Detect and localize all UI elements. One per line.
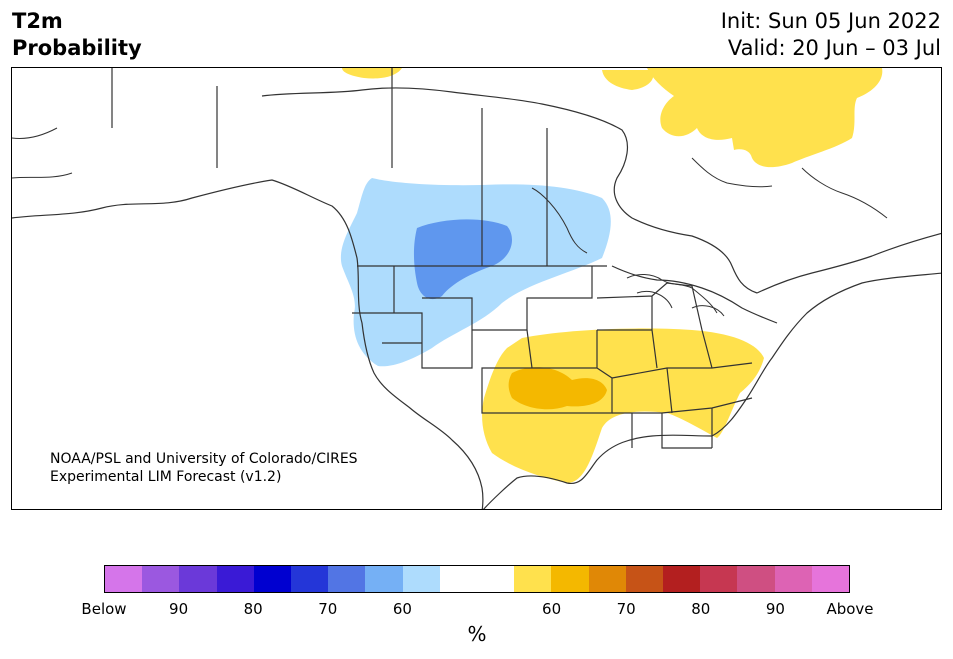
title-quantity: Probability bbox=[12, 36, 142, 60]
colorbar-segment bbox=[588, 566, 626, 592]
colorbar-segment bbox=[291, 566, 329, 592]
colorbar-segment bbox=[514, 566, 552, 592]
colorbar-tick-label: 60 bbox=[392, 600, 412, 618]
credit-text: NOAA/PSL and University of Colorado/CIRE… bbox=[50, 450, 358, 486]
colorbar-tick-label: 90 bbox=[169, 600, 189, 618]
colorbar-segment bbox=[253, 566, 292, 592]
colorbar-segment bbox=[811, 566, 850, 592]
colorbar-unit: % bbox=[467, 622, 487, 646]
credit-line-1: NOAA/PSL and University of Colorado/CIRE… bbox=[50, 451, 358, 467]
colorbar-segment bbox=[774, 566, 812, 592]
above-normal-60-region bbox=[482, 328, 764, 483]
valid-period: Valid: 20 Jun – 03 Jul bbox=[727, 36, 941, 60]
colorbar-segment bbox=[179, 566, 217, 592]
colorbar-tick-label: 70 bbox=[616, 600, 636, 618]
credit-line-2: Experimental LIM Forecast (v1.2) bbox=[50, 469, 282, 485]
colorbar-tick-label: 90 bbox=[765, 600, 785, 618]
boundary-lines bbox=[12, 68, 941, 509]
colorbar-segment bbox=[216, 566, 254, 592]
above-normal-arctic-region bbox=[342, 68, 883, 168]
colorbar-tick-label: 70 bbox=[318, 600, 338, 618]
colorbar-tick-label: 80 bbox=[243, 600, 263, 618]
colorbar-tick-label: 80 bbox=[691, 600, 711, 618]
colorbar-segment bbox=[439, 566, 478, 592]
colorbar-segment bbox=[402, 566, 440, 592]
colorbar-tick-label: 60 bbox=[542, 600, 562, 618]
colorbar-tick-label: Above bbox=[826, 600, 874, 618]
colorbar-segment bbox=[477, 566, 515, 592]
colorbar-segment bbox=[328, 566, 366, 592]
colorbar-segment bbox=[142, 566, 180, 592]
colorbar-tick-label: Below bbox=[81, 600, 127, 618]
colorbar-segment bbox=[551, 566, 589, 592]
colorbar-segment bbox=[625, 566, 664, 592]
init-date: Init: Sun 05 Jun 2022 bbox=[720, 9, 941, 33]
colorbar-segment bbox=[700, 566, 738, 592]
forecast-dates: Init: Sun 05 Jun 2022 Valid: 20 Jun – 03… bbox=[721, 8, 941, 62]
colorbar-segment bbox=[737, 566, 775, 592]
below-normal-70-region bbox=[413, 219, 512, 300]
title-variable: T2m bbox=[12, 9, 63, 33]
colorbar-segment bbox=[663, 566, 701, 592]
north-america-map bbox=[12, 68, 941, 509]
plot-title: T2m Probability bbox=[12, 8, 142, 62]
colorbar-segment bbox=[365, 566, 403, 592]
colorbar bbox=[104, 565, 850, 593]
map-panel: NOAA/PSL and University of Colorado/CIRE… bbox=[11, 67, 942, 510]
lakes-and-coast bbox=[12, 127, 888, 317]
colorbar-segment bbox=[105, 566, 143, 592]
above-normal-70-region bbox=[508, 367, 607, 410]
